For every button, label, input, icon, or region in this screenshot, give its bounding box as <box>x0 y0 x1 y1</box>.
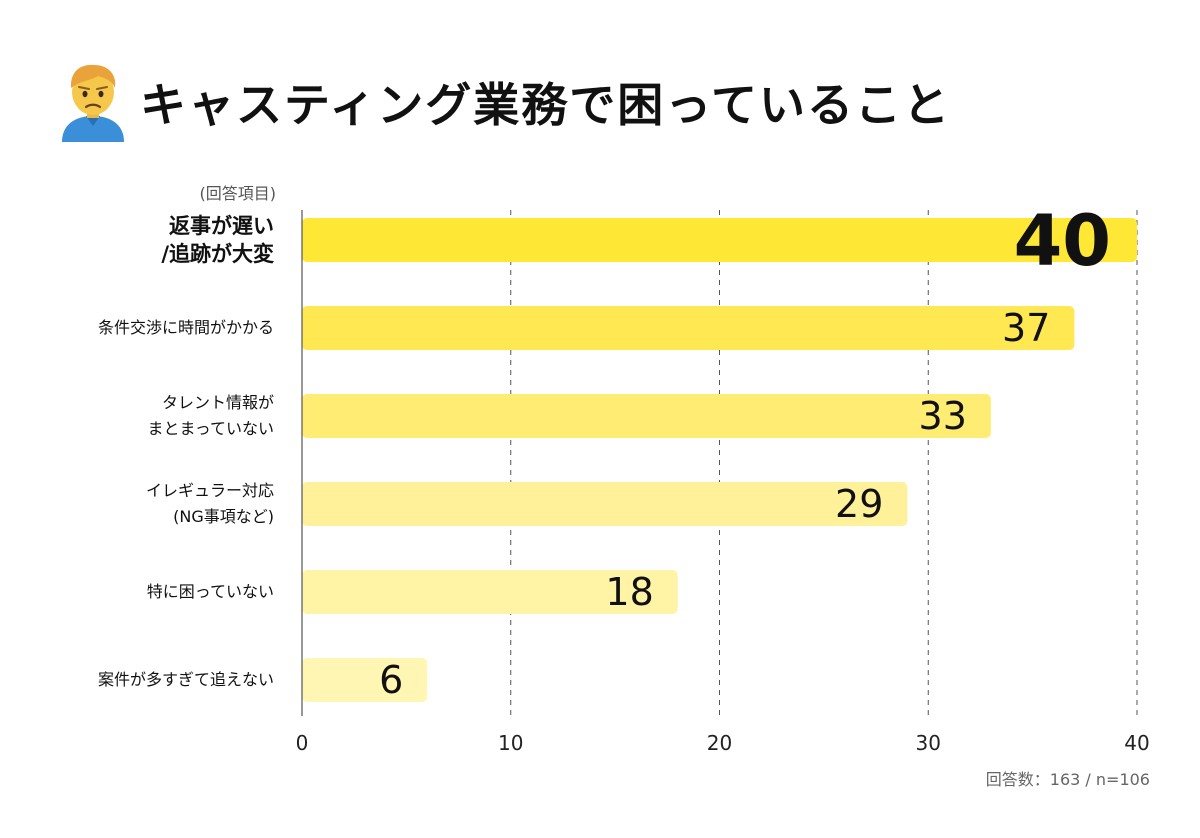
bar <box>302 570 678 614</box>
category-label: イレギュラー対応 (NG事項など) <box>145 481 274 526</box>
x-tick-label: 10 <box>498 731 523 755</box>
category-label: 返事が遅い /追跡が大変 <box>161 214 274 266</box>
x-tick-label: 20 <box>707 731 732 755</box>
data-label: 33 <box>919 394 967 438</box>
response-count-note: 回答数：163 / n=106 <box>985 770 1150 789</box>
data-label: 37 <box>1002 306 1050 350</box>
bar <box>302 394 991 438</box>
data-label: 6 <box>379 658 403 702</box>
x-tick-label: 40 <box>1124 731 1149 755</box>
bar <box>302 218 1137 262</box>
data-label: 18 <box>605 570 653 614</box>
category-label: タレント情報が まとまっていない <box>147 393 274 438</box>
bar <box>302 482 908 526</box>
bar <box>302 306 1075 350</box>
x-tick-label: 30 <box>916 731 941 755</box>
category-label: 条件交渉に時間がかかる <box>97 318 274 337</box>
category-axis-header: (回答項目) <box>199 184 277 203</box>
category-label: 案件が多すぎて追えない <box>97 670 274 689</box>
person-frowning-icon <box>62 64 124 142</box>
chart-title: キャスティング業務で困っていること <box>140 78 951 132</box>
data-label: 29 <box>835 482 883 526</box>
title-row: キャスティング業務で困っていること <box>58 62 951 142</box>
bar <box>302 658 428 702</box>
data-label: 40 <box>1014 200 1111 282</box>
x-tick-label: 0 <box>296 731 309 755</box>
category-label: 特に困っていない <box>146 582 274 601</box>
